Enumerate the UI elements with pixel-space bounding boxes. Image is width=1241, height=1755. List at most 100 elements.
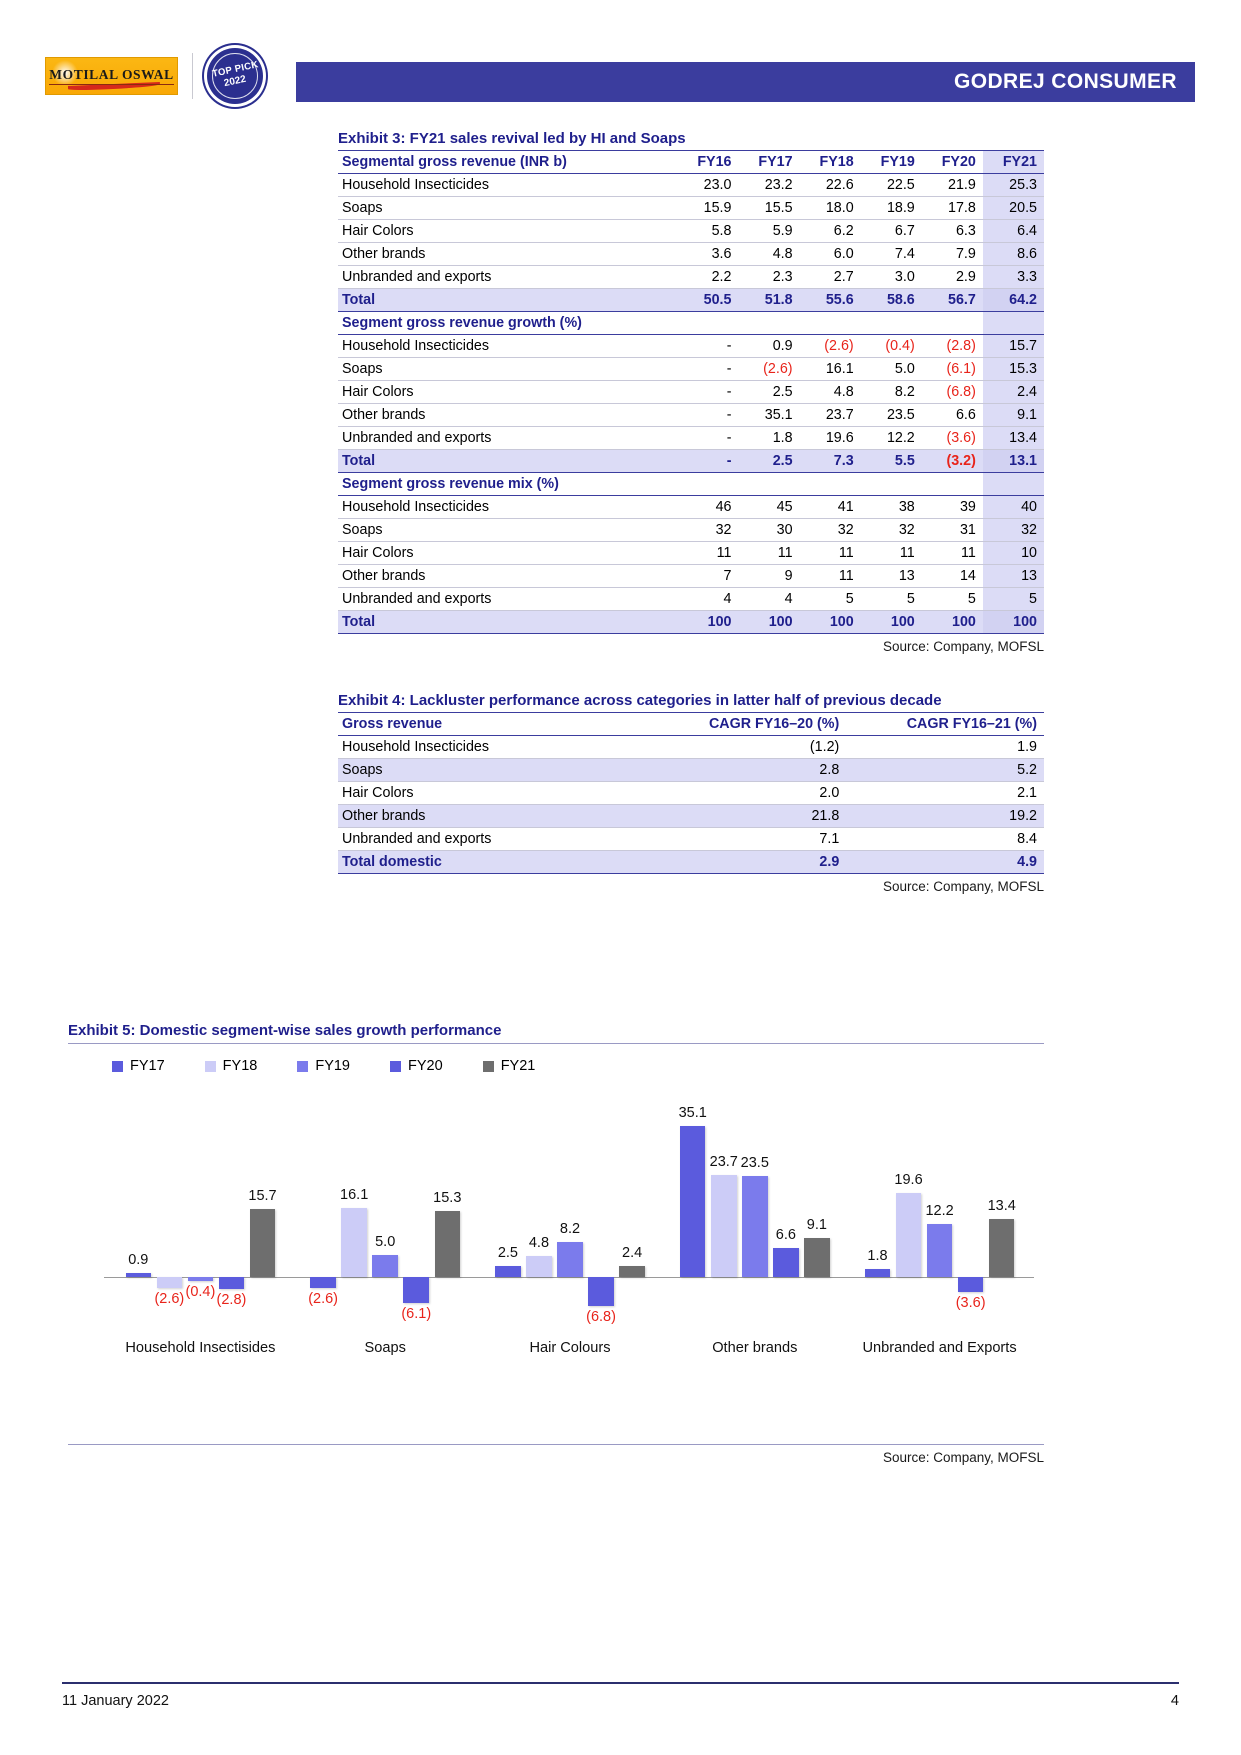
bar-fy21[interactable] xyxy=(988,1219,1015,1277)
cell-value: 100 xyxy=(860,610,922,634)
footer-page-number: 4 xyxy=(1170,1693,1179,1709)
cell-value: 5.9 xyxy=(738,219,800,243)
cell-value: 30 xyxy=(738,518,800,542)
col-header-gross-revenue: Gross revenue xyxy=(338,712,649,736)
cell-value: 2.9 xyxy=(921,265,983,289)
brand-logo-group: MOTILAL OSWAL TOP PICK 2022 xyxy=(45,48,263,104)
cell-value: 6.3 xyxy=(921,219,983,243)
cell-value: 4 xyxy=(677,587,739,611)
x-axis-category-label: Soaps xyxy=(364,1340,406,1356)
cell-value: 8.6 xyxy=(982,242,1044,266)
cell-value: 20.5 xyxy=(982,196,1044,220)
cell-value: 1.8 xyxy=(738,426,800,450)
table-row: Hair Colors -2.5 4.8 8.2 (6.8) 2.4 xyxy=(338,380,1044,404)
bar-fy21[interactable] xyxy=(249,1209,276,1277)
page-header: MOTILAL OSWAL TOP PICK 2022 GODREJ CONSU… xyxy=(0,0,1241,108)
bar-value-label: 4.8 xyxy=(528,1235,550,1252)
table-row: Hair Colors 2.0 2.1 xyxy=(338,781,1044,805)
cell-value: 23.0 xyxy=(677,173,739,197)
table-total-row: Total 50.5 51.8 55.6 58.6 56.7 64.2 xyxy=(338,288,1044,312)
bar-fy20[interactable] xyxy=(957,1276,984,1293)
cell-value: 32 xyxy=(677,518,739,542)
row-label: Total domestic xyxy=(338,850,649,874)
bar-fy21[interactable] xyxy=(619,1266,645,1277)
col-header-fy21: FY21 xyxy=(982,150,1044,174)
table-row: Household Insecticides 23.0 23.2 22.6 22.5 21… xyxy=(338,173,1044,197)
bar-fy19[interactable] xyxy=(557,1241,583,1277)
cell-value: 5 xyxy=(860,587,922,611)
bar-slot: 23.5 xyxy=(740,1088,769,1358)
bar-fy18[interactable] xyxy=(895,1192,922,1277)
cell-value: 9 xyxy=(738,564,800,588)
col-header-fy16: FY16 xyxy=(677,150,739,174)
bar-fy18[interactable] xyxy=(156,1276,183,1288)
cell-value: 25.3 xyxy=(982,173,1044,197)
cell-value: 2.5 xyxy=(738,449,800,473)
badge-ring-icon xyxy=(212,53,258,99)
cell-value: 5.8 xyxy=(677,219,739,243)
exhibit-4-head: Gross revenue CAGR FY16–20 (%) CAGR FY16… xyxy=(338,712,1044,736)
cell-cagr-fy16-20: 2.8 xyxy=(648,758,847,782)
cell-value: 13 xyxy=(860,564,922,588)
cell-value: 11 xyxy=(738,541,800,565)
bar-fy20[interactable] xyxy=(588,1276,614,1306)
cell-value: 35.1 xyxy=(738,403,800,427)
row-label: Soaps xyxy=(338,518,678,542)
bar-fy17[interactable] xyxy=(864,1269,891,1277)
cell-value: 55.6 xyxy=(799,288,861,312)
bar-slot: (2.6) xyxy=(308,1088,338,1358)
bar-slot: (3.6) xyxy=(956,1088,986,1358)
bar-fy20[interactable] xyxy=(403,1276,430,1303)
cell-value: 100 xyxy=(799,610,861,634)
row-label: Total xyxy=(338,610,678,634)
cell-value: 64.2 xyxy=(982,288,1044,312)
bar-fy17[interactable] xyxy=(310,1276,336,1288)
cell-value: - xyxy=(677,426,739,450)
bar-fy17[interactable] xyxy=(495,1266,521,1277)
cell-cagr-fy16-21: 5.2 xyxy=(846,758,1044,782)
cell-value: 5 xyxy=(982,587,1044,611)
legend-item-fy18: FY18 xyxy=(204,1058,257,1074)
cell-value: 15.9 xyxy=(677,196,739,220)
cell-cagr-fy16-20: 21.8 xyxy=(648,804,847,828)
row-label: Unbranded and exports xyxy=(338,426,678,450)
cell-value: 2.2 xyxy=(677,265,739,289)
cell-cagr-fy16-21: 8.4 xyxy=(846,827,1044,851)
cell-value: 13 xyxy=(982,564,1044,588)
row-label: Total xyxy=(338,449,678,473)
bar-fy17[interactable] xyxy=(679,1126,706,1277)
cell-value: 100 xyxy=(982,610,1044,634)
cell-value: 15.5 xyxy=(738,196,800,220)
bar-value-label: 6.6 xyxy=(775,1227,796,1244)
cell-value: 41 xyxy=(799,495,861,519)
footer-rule xyxy=(62,1682,1179,1684)
bar-fy19[interactable] xyxy=(372,1255,398,1277)
company-name: GODREJ CONSUMER xyxy=(953,70,1177,93)
cell-value: (2.8) xyxy=(921,334,983,358)
row-label: Household Insecticides xyxy=(338,495,678,519)
bar-fy17[interactable] xyxy=(125,1272,152,1277)
bar-fy18[interactable] xyxy=(710,1174,737,1277)
bar-fy19[interactable] xyxy=(187,1276,214,1281)
bar-fy21[interactable] xyxy=(804,1237,830,1277)
cell-value: (3.2) xyxy=(921,449,983,473)
bar-fy20[interactable] xyxy=(773,1248,799,1277)
cell-value: - xyxy=(677,334,739,358)
bar-fy18[interactable] xyxy=(341,1207,367,1277)
bar-fy20[interactable] xyxy=(218,1276,245,1289)
cell-cagr-fy16-21: 1.9 xyxy=(846,735,1044,759)
table-row: Unbranded and exports 7.1 8.4 xyxy=(338,827,1044,851)
bar-fy19[interactable] xyxy=(926,1224,953,1277)
bar-group-bars: 0.9 (2.6) (0.4) (2.8) 15.7 xyxy=(123,1088,278,1358)
cell-value: 13.1 xyxy=(982,449,1044,473)
cell-value: 7.9 xyxy=(921,242,983,266)
bar-slot: (2.8) xyxy=(217,1088,246,1358)
bar-fy19[interactable] xyxy=(742,1175,768,1277)
bar-slot: 2.5 xyxy=(493,1088,522,1358)
bar-fy21[interactable] xyxy=(434,1211,461,1277)
bar-value-label: 2.4 xyxy=(622,1245,643,1262)
bar-fy18[interactable] xyxy=(526,1256,552,1277)
table-row: Other brands 21.8 19.2 xyxy=(338,804,1044,828)
table-row: Other brands 7 9 11 13 14 13 xyxy=(338,564,1044,588)
legend-label: FY20 xyxy=(408,1058,443,1074)
